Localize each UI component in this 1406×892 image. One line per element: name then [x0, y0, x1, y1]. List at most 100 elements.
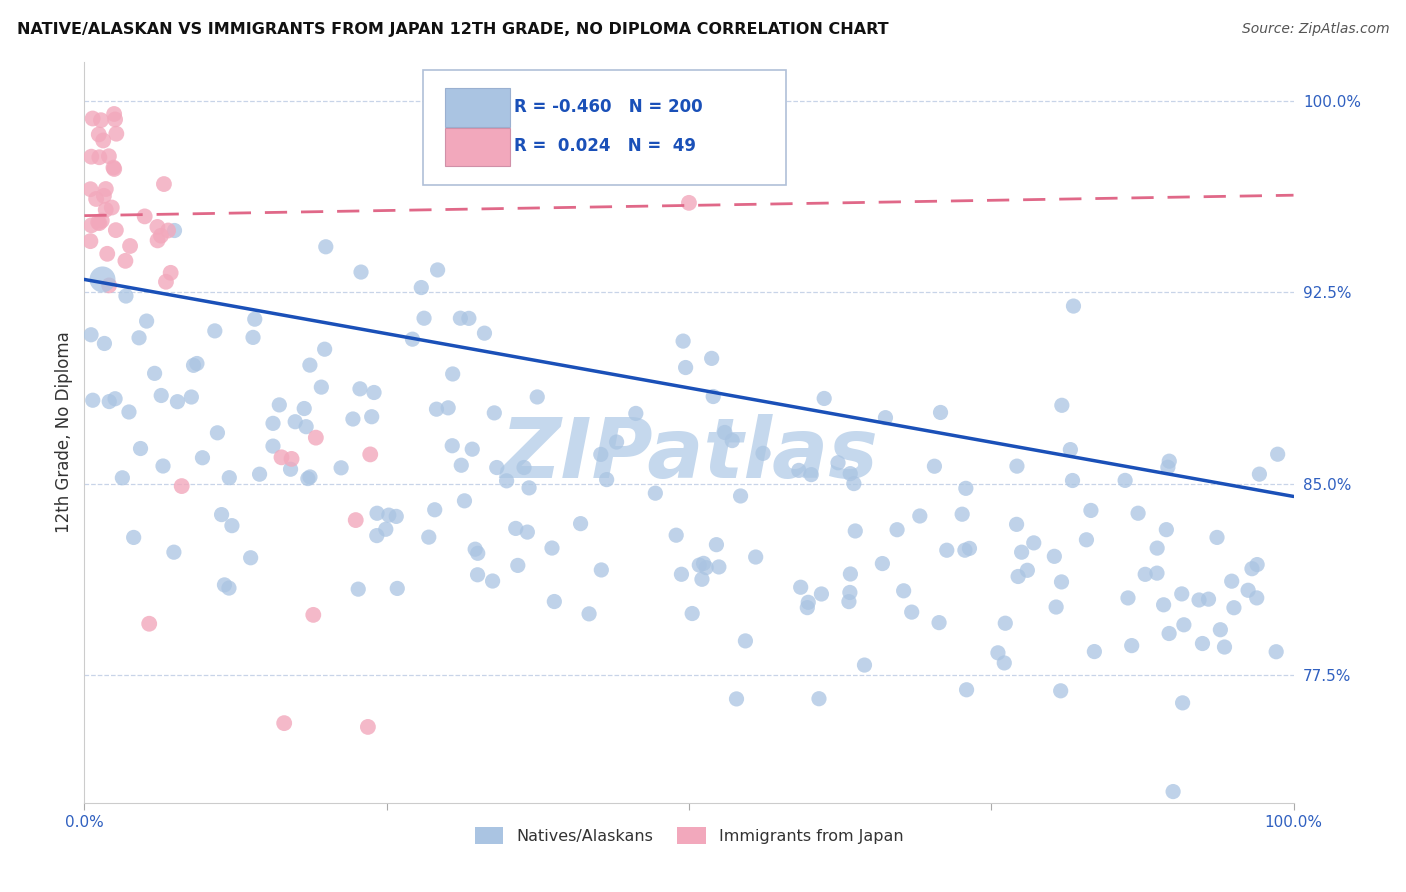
Point — [90, 113, 112, 128]
Point — [298, 358, 321, 372]
Point — [214, 578, 236, 592]
Point — [681, 607, 703, 621]
Point — [166, 394, 188, 409]
Point — [578, 607, 600, 621]
Point — [1157, 460, 1180, 475]
Point — [1049, 683, 1071, 698]
Point — [159, 266, 181, 280]
Point — [1121, 639, 1143, 653]
Point — [221, 518, 243, 533]
Point — [273, 716, 295, 731]
Point — [842, 476, 865, 491]
Point — [1005, 517, 1028, 532]
Text: ZIPatlas: ZIPatlas — [501, 414, 877, 495]
Point — [1246, 591, 1268, 605]
Point — [1043, 549, 1066, 564]
Point — [163, 545, 186, 559]
Point — [104, 112, 127, 127]
Point — [807, 691, 830, 706]
Point — [82, 112, 104, 126]
Point — [1007, 569, 1029, 583]
Point — [690, 572, 713, 586]
Point — [1022, 536, 1045, 550]
Point — [93, 189, 115, 203]
Point — [702, 390, 724, 404]
Point — [695, 560, 717, 574]
Point — [678, 195, 700, 210]
Point — [93, 336, 115, 351]
Point — [1246, 558, 1268, 572]
Point — [79, 182, 101, 196]
Point — [688, 558, 710, 573]
Point — [134, 210, 156, 224]
Point — [135, 314, 157, 328]
Point — [796, 600, 818, 615]
Point — [675, 360, 697, 375]
Y-axis label: 12th Grade, No Diploma: 12th Grade, No Diploma — [55, 332, 73, 533]
Point — [1198, 592, 1220, 607]
Point — [457, 311, 479, 326]
Point — [311, 380, 333, 394]
Point — [721, 434, 744, 448]
Text: R =  0.024   N =  49: R = 0.024 N = 49 — [513, 137, 696, 155]
Point — [725, 692, 748, 706]
Point — [315, 240, 337, 254]
Point — [707, 560, 730, 574]
Point — [886, 523, 908, 537]
Point — [787, 463, 810, 477]
Point — [893, 583, 915, 598]
Point — [218, 471, 240, 485]
Point — [111, 471, 134, 485]
Point — [91, 272, 114, 286]
Point — [993, 656, 1015, 670]
Point — [1191, 636, 1213, 650]
Point — [1223, 600, 1246, 615]
Point — [297, 471, 319, 485]
Point — [280, 462, 302, 476]
Point — [928, 615, 950, 630]
Point — [89, 216, 111, 230]
Point — [292, 401, 315, 416]
Point — [1076, 533, 1098, 547]
Point — [1005, 459, 1028, 474]
Point — [120, 239, 142, 253]
Point — [347, 582, 370, 596]
Point — [441, 367, 464, 381]
Point — [330, 460, 353, 475]
Point — [1173, 617, 1195, 632]
Point — [89, 150, 111, 164]
Point — [80, 150, 103, 164]
Point — [180, 390, 202, 404]
Point — [900, 605, 922, 619]
Point — [1161, 784, 1184, 798]
Point — [207, 425, 229, 440]
Point — [360, 409, 382, 424]
Point — [84, 192, 107, 206]
Point — [467, 567, 489, 582]
Point — [302, 607, 325, 622]
Point — [752, 446, 775, 460]
Point — [595, 473, 617, 487]
FancyBboxPatch shape — [423, 70, 786, 185]
Point — [994, 616, 1017, 631]
Point — [955, 481, 977, 495]
Point — [481, 574, 503, 588]
Point — [672, 334, 695, 348]
Point — [94, 182, 117, 196]
Point — [929, 405, 952, 419]
Point — [401, 332, 423, 346]
Point — [378, 508, 401, 523]
Point — [138, 616, 160, 631]
Point — [350, 265, 373, 279]
Point — [243, 312, 266, 326]
Point — [1156, 523, 1178, 537]
Point — [101, 201, 124, 215]
Point — [1171, 587, 1194, 601]
Point — [569, 516, 592, 531]
Point — [103, 161, 125, 176]
Point — [280, 451, 302, 466]
Point — [908, 508, 931, 523]
Point — [363, 385, 385, 400]
Point — [1083, 644, 1105, 658]
Point — [349, 382, 371, 396]
